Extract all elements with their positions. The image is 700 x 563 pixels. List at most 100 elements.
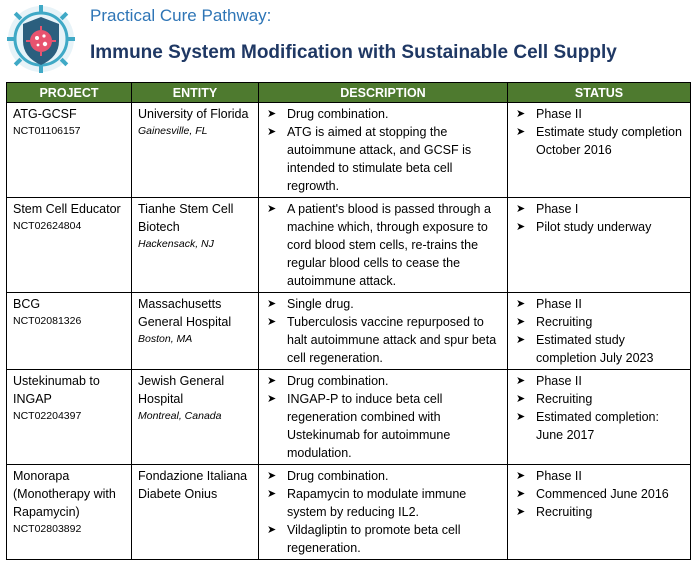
list-item-text: Estimated study completion July 2023 bbox=[536, 333, 654, 365]
arrow-bullet-icon: ➤ bbox=[516, 393, 526, 405]
list-item: ➤ Drug combination. bbox=[265, 467, 503, 485]
cell-entity: Tianhe Stem Cell Biotech Hackensack, NJ bbox=[131, 197, 259, 293]
arrow-bullet-icon: ➤ bbox=[267, 108, 277, 120]
arrow-bullet-icon: ➤ bbox=[516, 298, 526, 310]
description-list: ➤ Drug combination. ➤ Rapamycin to modulate… bbox=[265, 467, 503, 557]
table-row: BCG NCT02081326 Massachusetts General Hosp… bbox=[6, 292, 691, 370]
cell-project: BCG NCT02081326 bbox=[6, 292, 132, 370]
arrow-bullet-icon: ➤ bbox=[267, 375, 277, 387]
arrow-bullet-icon: ➤ bbox=[516, 488, 526, 500]
list-item: ➤ Phase II bbox=[514, 372, 686, 390]
arrow-bullet-icon: ➤ bbox=[267, 524, 277, 536]
cell-project: Stem Cell Educator NCT02624804 bbox=[6, 197, 132, 293]
cell-status: ➤ Phase II ➤ Recruiting ➤ Estimated study com… bbox=[507, 292, 691, 370]
entity-name: Massachusetts General Hospital bbox=[138, 297, 232, 329]
status-list: ➤ Phase II ➤ Recruiting ➤ Estimated completio… bbox=[514, 372, 686, 444]
nct-id: NCT02081326 bbox=[13, 315, 82, 327]
cell-project: Monorapa (Monotherapy with Rapamycin) NCT… bbox=[6, 464, 132, 560]
cell-entity: University of Florida Gainesville, FL bbox=[131, 102, 259, 198]
arrow-bullet-icon: ➤ bbox=[267, 316, 277, 328]
list-item-text: ATG is aimed at stopping the autoimmune … bbox=[287, 125, 472, 193]
nct-id: NCT02204397 bbox=[13, 410, 82, 422]
description-list: ➤ Drug combination. ➤ ATG is aimed at stopp… bbox=[265, 105, 503, 195]
column-header-entity: ENTITY bbox=[131, 82, 259, 103]
column-header-description: DESCRIPTION bbox=[258, 82, 508, 103]
virus-shield-icon bbox=[7, 5, 75, 73]
cell-description: ➤ Drug combination. ➤ ATG is aimed at stopp… bbox=[258, 102, 508, 198]
status-list: ➤ Phase I ➤ Pilot study underway bbox=[514, 200, 686, 236]
project-name: Ustekinumab to INGAP bbox=[13, 374, 100, 406]
list-item: ➤ Rapamycin to modulate immune system by … bbox=[265, 485, 503, 521]
list-item: ➤ Vildagliptin to promote beta cell regen… bbox=[265, 521, 503, 557]
entity-name: University of Florida bbox=[138, 107, 249, 121]
arrow-bullet-icon: ➤ bbox=[267, 470, 277, 482]
cell-description: ➤ Drug combination. ➤ Rapamycin to modulate… bbox=[258, 464, 508, 560]
list-item: ➤ Recruiting bbox=[514, 313, 686, 331]
cell-description: ➤ Drug combination. ➤ INGAP-P to induce bet… bbox=[258, 369, 508, 465]
list-item-text: Tuberculosis vaccine repurposed to halt … bbox=[287, 315, 497, 365]
arrow-bullet-icon: ➤ bbox=[267, 126, 277, 138]
list-item: ➤ Estimate study completion October 2016 bbox=[514, 123, 686, 159]
list-item-text: Single drug. bbox=[287, 297, 354, 311]
description-list: ➤ Drug combination. ➤ INGAP-P to induce bet… bbox=[265, 372, 503, 462]
arrow-bullet-icon: ➤ bbox=[267, 203, 277, 215]
description-list: ➤ A patient's blood is passed through a m… bbox=[265, 200, 503, 290]
list-item: ➤ Phase II bbox=[514, 105, 686, 123]
list-item-text: Recruiting bbox=[536, 505, 593, 519]
arrow-bullet-icon: ➤ bbox=[516, 334, 526, 346]
list-item-text: Pilot study underway bbox=[536, 220, 652, 234]
table-row: Stem Cell Educator NCT02624804 Tianhe Stem… bbox=[6, 197, 691, 293]
list-item-text: Drug combination. bbox=[287, 469, 389, 483]
list-item: ➤ Phase II bbox=[514, 295, 686, 313]
entity-location: Gainesville, FL bbox=[138, 125, 208, 137]
cell-entity: Jewish General Hospital Montreal, Canada bbox=[131, 369, 259, 465]
nct-id: NCT02803892 bbox=[13, 523, 82, 535]
arrow-bullet-icon: ➤ bbox=[516, 203, 526, 215]
cell-description: ➤ A patient's blood is passed through a m… bbox=[258, 197, 508, 293]
page-header: Practical Cure Pathway: Immune System Mo… bbox=[0, 0, 700, 78]
list-item: ➤ Estimated study completion July 2023 bbox=[514, 331, 686, 367]
cell-status: ➤ Phase II ➤ Estimate study completion Octo… bbox=[507, 102, 691, 198]
arrow-bullet-icon: ➤ bbox=[516, 411, 526, 423]
list-item-text: Vildagliptin to promote beta cell regene… bbox=[287, 523, 461, 555]
column-header-project: PROJECT bbox=[6, 82, 132, 103]
arrow-bullet-icon: ➤ bbox=[516, 126, 526, 138]
list-item-text: Drug combination. bbox=[287, 107, 389, 121]
nct-id: NCT01106157 bbox=[13, 125, 81, 137]
arrow-bullet-icon: ➤ bbox=[516, 375, 526, 387]
page-subtitle: Practical Cure Pathway: bbox=[90, 6, 272, 25]
arrow-bullet-icon: ➤ bbox=[516, 108, 526, 120]
entity-name: Fondazione Italiana Diabete Onius bbox=[138, 469, 248, 501]
list-item: ➤ Recruiting bbox=[514, 503, 686, 521]
cell-status: ➤ Phase II ➤ Recruiting ➤ Estimated completio… bbox=[507, 369, 691, 465]
list-item-text: Estimated completion: June 2017 bbox=[536, 410, 659, 442]
table-row: Monorapa (Monotherapy with Rapamycin) NCT… bbox=[6, 464, 691, 560]
list-item: ➤ A patient's blood is passed through a m… bbox=[265, 200, 503, 290]
list-item-text: Recruiting bbox=[536, 392, 593, 406]
trials-table: PROJECT ENTITY DESCRIPTION STATUS ATG-GC… bbox=[6, 82, 691, 560]
cell-entity: Massachusetts General Hospital Boston, MA bbox=[131, 292, 259, 370]
nct-id: NCT02624804 bbox=[13, 220, 82, 232]
entity-location: Boston, MA bbox=[138, 333, 193, 345]
list-item-text: Recruiting bbox=[536, 315, 593, 329]
list-item-text: INGAP-P to induce beta cell regeneration… bbox=[287, 392, 451, 460]
table-body: ATG-GCSF NCT01106157 University of Florida… bbox=[6, 102, 691, 560]
list-item: ➤ Phase II bbox=[514, 467, 686, 485]
entity-name: Jewish General Hospital bbox=[138, 374, 225, 406]
list-item-text: A patient's blood is passed through a ma… bbox=[287, 202, 491, 288]
list-item-text: Phase II bbox=[536, 297, 582, 311]
table-row: Ustekinumab to INGAP NCT02204397 Jewish Ge… bbox=[6, 369, 691, 465]
arrow-bullet-icon: ➤ bbox=[267, 488, 277, 500]
cell-project: ATG-GCSF NCT01106157 bbox=[6, 102, 132, 198]
list-item: ➤ ATG is aimed at stopping the autoimmune… bbox=[265, 123, 503, 195]
list-item-text: Drug combination. bbox=[287, 374, 389, 388]
list-item: ➤ INGAP-P to induce beta cell regeneratio… bbox=[265, 390, 503, 462]
project-name: Stem Cell Educator bbox=[13, 202, 121, 216]
list-item: ➤ Pilot study underway bbox=[514, 218, 686, 236]
list-item-text: Phase I bbox=[536, 202, 579, 216]
list-item: ➤ Phase I bbox=[514, 200, 686, 218]
arrow-bullet-icon: ➤ bbox=[267, 298, 277, 310]
list-item: ➤ Recruiting bbox=[514, 390, 686, 408]
list-item: ➤ Commenced June 2016 bbox=[514, 485, 686, 503]
list-item-text: Phase II bbox=[536, 107, 582, 121]
